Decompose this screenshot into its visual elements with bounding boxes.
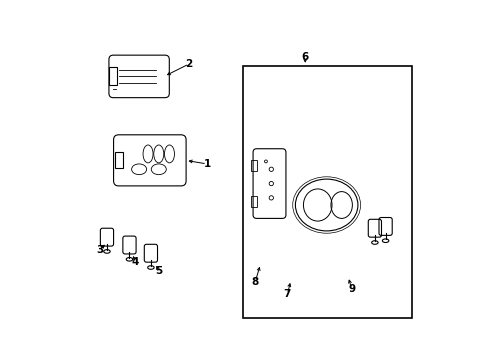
Text: 9: 9 — [347, 284, 354, 294]
Text: 6: 6 — [301, 52, 308, 62]
Bar — [250, 196, 256, 207]
Text: 1: 1 — [203, 159, 210, 169]
Text: 5: 5 — [155, 266, 162, 276]
Bar — [108, 67, 117, 85]
Text: 7: 7 — [283, 289, 290, 299]
Bar — [250, 160, 256, 171]
Text: 8: 8 — [251, 277, 258, 287]
Bar — [115, 153, 122, 168]
Text: 4: 4 — [132, 257, 139, 267]
Text: 2: 2 — [185, 59, 192, 69]
Bar — [242, 66, 411, 318]
Text: 3: 3 — [96, 245, 103, 255]
